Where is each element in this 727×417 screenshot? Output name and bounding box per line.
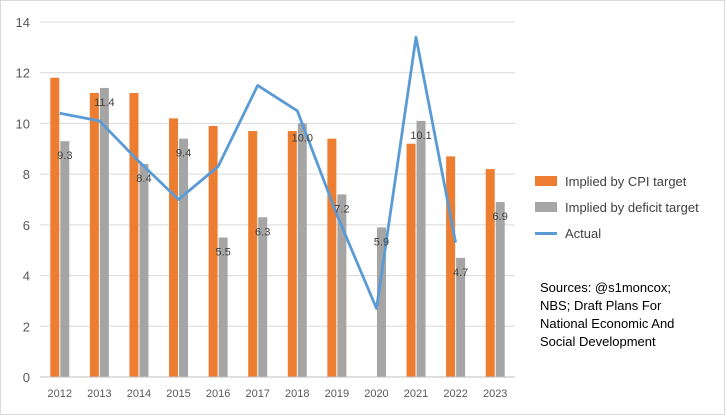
y-tick-label: 12 [16, 66, 30, 81]
bar-deficit-2015 [179, 138, 189, 377]
data-label-deficit: 4.7 [453, 267, 468, 279]
legend: Implied by CPI target Implied by deficit… [535, 168, 699, 246]
legend-swatch-actual [535, 231, 557, 235]
bar-cpi-2019 [327, 138, 337, 377]
legend-label-deficit: Implied by deficit target [565, 199, 699, 215]
bar-deficit-2023 [495, 202, 505, 377]
bar-cpi-2016 [208, 125, 218, 377]
legend-swatch-deficit [535, 202, 557, 212]
legend-item-cpi: Implied by CPI target [535, 168, 699, 194]
x-tick-label: 2013 [87, 388, 111, 400]
data-label-deficit: 10.0 [292, 132, 313, 144]
bar-deficit-2012 [60, 141, 70, 377]
y-tick-label: 10 [16, 116, 30, 131]
bar-deficit-2018 [297, 123, 307, 377]
data-label-deficit: 8.4 [136, 173, 151, 185]
bar-deficit-2020 [376, 227, 386, 377]
bar-deficit-2013 [99, 87, 109, 377]
legend-swatch-cpi [535, 176, 557, 186]
y-tick-label: 8 [23, 167, 30, 182]
sources-note: Sources: @s1moncox; NBS; Draft Plans For… [540, 279, 710, 351]
legend-item-actual: Actual [535, 220, 699, 246]
x-tick-label: 2016 [206, 388, 230, 400]
bar-deficit-2017 [258, 217, 268, 377]
sources-line: NBS; Draft Plans For [540, 298, 662, 313]
data-label-deficit: 10.1 [410, 130, 431, 142]
bar-cpi-2021 [406, 143, 416, 377]
legend-item-deficit: Implied by deficit target [535, 194, 699, 220]
x-tick-label: 2023 [483, 388, 507, 400]
y-tick-label: 2 [23, 319, 30, 334]
actual-line-layer [59, 35, 457, 310]
bar-cpi-2015 [169, 118, 179, 377]
bar-cpi-2023 [485, 169, 495, 377]
data-label-deficit: 6.3 [255, 226, 270, 238]
bar-cpi-2018 [287, 131, 297, 377]
bar-deficit-2019 [337, 194, 347, 377]
x-tick-label: 2015 [166, 388, 190, 400]
bar-deficit-2016 [218, 237, 228, 377]
actual-line [59, 35, 457, 310]
x-tick-label: 2021 [404, 388, 428, 400]
x-tick-label: 2020 [364, 388, 388, 400]
bar-deficit-2022 [456, 257, 466, 377]
data-label-deficit: 9.4 [176, 148, 191, 160]
bar-cpi-2013 [89, 93, 99, 377]
x-tick-label: 2018 [285, 388, 309, 400]
sources-line: National Economic And [540, 316, 675, 331]
y-tick-label: 6 [23, 218, 30, 233]
axes: 0 2 4 6 8 10 12 14 2012 2013 2014 2015 2016 2017 2018 2… [16, 15, 515, 400]
sources-line: Sources: @s1moncox; [540, 280, 671, 295]
x-tick-label: 2022 [443, 388, 467, 400]
x-tick-label: 2014 [127, 388, 151, 400]
data-label-deficit: 5.5 [215, 247, 230, 259]
gridlines [40, 21, 515, 327]
y-tick-label: 4 [23, 269, 30, 284]
bars [50, 77, 505, 378]
x-tick-label: 2012 [48, 388, 72, 400]
y-tick-label: 14 [16, 15, 30, 30]
bar-cpi-2017 [248, 131, 258, 377]
data-label-deficit: 9.3 [57, 150, 72, 162]
bar-cpi-2022 [446, 156, 456, 377]
y-tick-label: 0 [23, 370, 30, 385]
bar-cpi-2012 [50, 77, 60, 378]
bar-deficit-2014 [139, 164, 149, 377]
bar-deficit-2021 [416, 120, 426, 378]
data-label-deficit: 6.9 [493, 211, 508, 223]
data-label-deficit: 7.2 [334, 203, 349, 215]
x-tick-label: 2017 [245, 388, 269, 400]
sources-line: Social Development [540, 334, 656, 349]
data-label-deficit: 11.4 [94, 97, 115, 109]
data-label-deficit: 5.9 [374, 236, 389, 248]
legend-label-actual: Actual [565, 225, 602, 241]
legend-label-cpi: Implied by CPI target [565, 173, 687, 189]
bar-cpi-2014 [129, 93, 139, 377]
x-tick-label: 2019 [325, 388, 349, 400]
data-labels: 9.3 11.4 8.4 9.4 5.5 6.3 10.0 7.2 5.9 10.1 4.7 6.9 [57, 97, 508, 279]
